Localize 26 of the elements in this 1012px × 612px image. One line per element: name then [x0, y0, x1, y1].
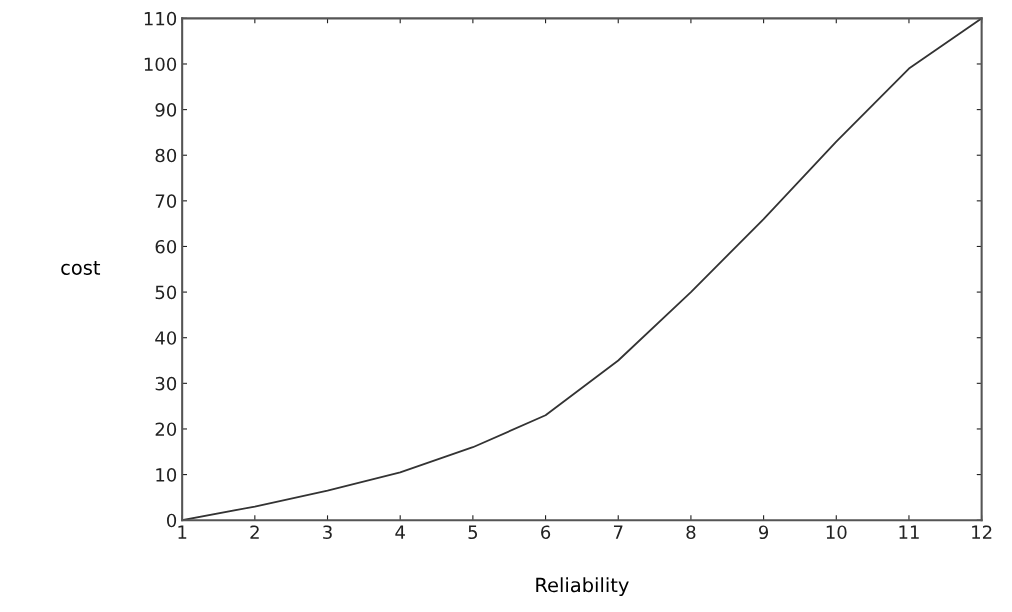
y-tick-label: 80: [155, 148, 177, 163]
y-tick-label: 100: [144, 57, 177, 72]
y-tick-label: 50: [155, 285, 177, 300]
x-tick-label: 7: [613, 525, 623, 539]
y-tick-label: 90: [155, 103, 177, 117]
x-tick-label: 4: [395, 525, 405, 539]
y-tick-label: 40: [155, 331, 177, 345]
x-tick-label: 3: [323, 525, 332, 540]
y-tick-label: 10: [156, 468, 177, 482]
x-tick-label: 10: [826, 525, 847, 540]
y-axis-title: cost: [61, 260, 101, 275]
x-tick-label: 1: [178, 525, 187, 539]
x-tick-label: 11: [899, 525, 919, 539]
x-axis-title: Reliability: [536, 577, 629, 597]
y-tick-label: 30: [155, 376, 177, 391]
y-tick-label: 20: [155, 422, 177, 437]
x-tick-label: 6: [541, 525, 551, 540]
x-tick-label: 12: [972, 525, 992, 539]
y-tick-label: 70: [155, 194, 177, 208]
y-tick-label: 0: [167, 513, 177, 528]
x-tick-label: 8: [686, 525, 696, 540]
y-tick-label: 110: [144, 11, 177, 26]
x-tick-label: 5: [468, 525, 478, 540]
y-tick-label: 60: [155, 239, 177, 254]
x-tick-label: 2: [250, 525, 259, 539]
x-tick-label: 9: [758, 525, 769, 540]
